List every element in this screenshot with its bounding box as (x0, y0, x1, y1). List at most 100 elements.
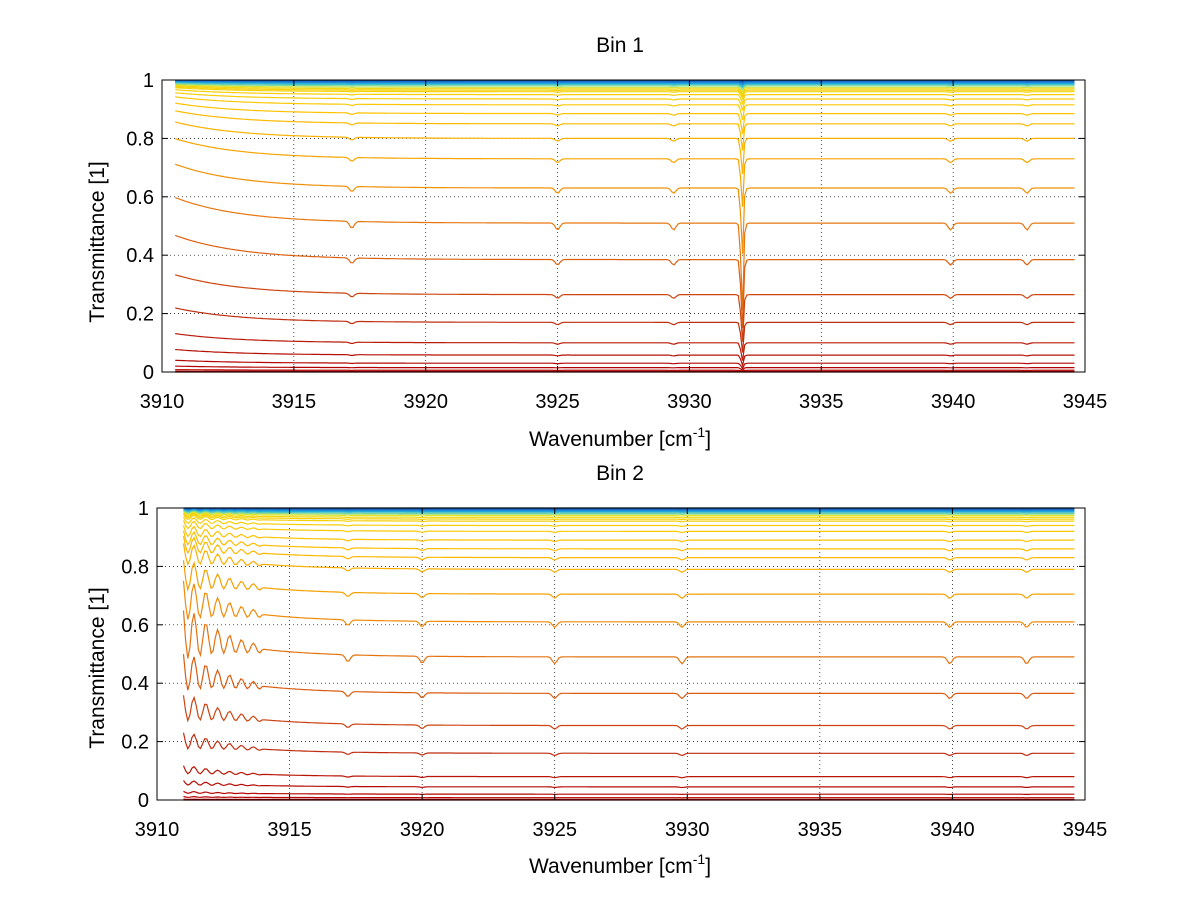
panel2-ylabel: Transmittance [1] (86, 587, 109, 748)
panel1-ytick-label: 0.2 (126, 304, 154, 326)
panel1-series-line (174, 196, 1075, 311)
panel2-series (182, 507, 1075, 801)
panel1-ylabel: Transmittance [1] (86, 161, 109, 322)
panel1-series-line (175, 333, 1075, 361)
panel1-series-line (175, 92, 1075, 111)
panel2-series-line (183, 795, 1075, 799)
panel2-series-line (182, 654, 1075, 700)
panel2-xtick-labels: 3910 3915 3920 3925 3930 3935 3940 3945 (135, 819, 1108, 841)
panel1-series-line (175, 365, 1075, 372)
panel2-xlabel: Wavenumber [cm-1] (529, 851, 711, 878)
panel2-series-line (182, 530, 1075, 552)
panel1-series-line (174, 234, 1075, 329)
panel2-series-line (183, 510, 1075, 516)
panel1-ytick-label: 0.8 (126, 128, 154, 150)
panel1-series-line (175, 84, 1075, 93)
panel2-axes-box (156, 507, 1086, 801)
panel1-xtick-label: 3920 (403, 391, 448, 413)
panel1-series-line (175, 359, 1075, 370)
panel2-xlabel-suffix: ] (705, 855, 711, 878)
panel2-series-line (183, 511, 1075, 517)
panel1-series-line (175, 80, 1075, 84)
panel2-series-line (182, 732, 1075, 757)
panel1-series-line (175, 87, 1075, 101)
panel-bin2: Bin 2 3910 3915 3920 3925 3930 3935 3940 3945 0… (86, 462, 1107, 878)
panel1-series-line (175, 96, 1075, 121)
panel2-series-line (183, 508, 1075, 512)
panel1-xlabel-text: Wavenumber [cm (529, 428, 693, 451)
panel1-series-line (175, 138, 1075, 207)
panel2-ytick-label: 0 (138, 790, 149, 812)
panel2-series-line (183, 513, 1075, 521)
panel2-series-line (182, 516, 1075, 528)
panel1-xtick-label: 3925 (535, 391, 580, 413)
panel2-ticks (156, 507, 1086, 801)
panel1-xtick-label: 3945 (1063, 391, 1108, 413)
panel2-ytick-label: 0.6 (121, 615, 149, 637)
panel2-xtick-label: 3925 (532, 819, 577, 841)
panel1-series-line (175, 110, 1075, 151)
panel1-series-line (175, 369, 1075, 372)
panel1-series-line (175, 89, 1075, 106)
panel1-grid (162, 79, 1085, 372)
panel2-xtick-label: 3910 (135, 819, 180, 841)
panel2-series-line (182, 560, 1075, 600)
panel2-xtick-label: 3920 (400, 819, 445, 841)
panel2-xtick-label: 3945 (1063, 819, 1108, 841)
panel2-ytick-label: 0.8 (121, 556, 149, 578)
panel1-xlabel-suffix: ] (705, 428, 711, 451)
panel1-series-line (175, 81, 1075, 86)
panel1-ytick-label: 0.6 (126, 187, 154, 209)
panel1-xlabel: Wavenumber [cm-1] (529, 424, 711, 451)
panel1-xlabel-superscript: -1 (693, 424, 706, 440)
panel1-series-line (175, 274, 1075, 342)
panel1-series-line (175, 348, 1075, 368)
panel1-ytick-label: 1 (143, 70, 154, 92)
panel2-xtick-label: 3915 (267, 819, 312, 841)
panel2-title: Bin 2 (596, 462, 644, 485)
panel1-xtick-label: 3915 (272, 391, 317, 413)
panel2-series-line (182, 525, 1075, 543)
panel1-ticks (161, 79, 1086, 373)
panel1-series-line (175, 86, 1075, 98)
panel2-series-line (182, 520, 1075, 534)
panel2-series-line (182, 610, 1075, 665)
panel2-series-line (183, 507, 1075, 510)
panel2-series-line (183, 509, 1075, 514)
panel1-xtick-label: 3940 (931, 391, 976, 413)
panel1-xtick-label: 3935 (799, 391, 844, 413)
panel1-series-line (175, 307, 1075, 353)
panel1-series-line (175, 102, 1075, 135)
panel1-axes-box (161, 79, 1086, 373)
panel1-xtick-labels: 3910 3915 3920 3925 3930 3935 3940 3945 (140, 391, 1108, 413)
panel1-ytick-label: 0 (143, 362, 154, 384)
panel1-series (174, 79, 1075, 373)
panel1-series-line (174, 163, 1075, 254)
panel2-series-line (183, 514, 1075, 523)
panel2-xtick-label: 3940 (930, 819, 975, 841)
panel2-series-line (182, 543, 1075, 573)
panel1-series-line (175, 82, 1075, 89)
panel2-ytick-label: 0.4 (121, 673, 149, 695)
panel2-series-line (182, 580, 1075, 629)
panel2-series-line (183, 509, 1075, 513)
panel1-series-line (175, 121, 1075, 174)
panel1-xtick-label: 3930 (667, 391, 712, 413)
panel2-series-line (183, 508, 1075, 511)
panel2-ytick-label: 0.2 (121, 732, 149, 754)
panel-bin1: Bin 1 3910 3915 3920 3925 3930 3935 3940 3945 0… (86, 34, 1107, 451)
panel1-xtick-label: 3910 (140, 391, 185, 413)
panel1-series-line (175, 85, 1075, 96)
panel2-series-line (182, 535, 1075, 561)
panel2-ytick-label: 1 (138, 498, 149, 520)
panel1-title: Bin 1 (596, 34, 644, 57)
panel1-ytick-label: 0.4 (126, 245, 154, 267)
panel2-series-line (183, 790, 1075, 796)
panel2-xlabel-text: Wavenumber [cm (529, 855, 693, 878)
panel2-series-line (182, 765, 1075, 779)
panel2-series-line (183, 512, 1075, 519)
panel2-series-line (182, 695, 1075, 730)
panel2-series-line (183, 780, 1075, 789)
panel2-xtick-label: 3935 (798, 819, 843, 841)
